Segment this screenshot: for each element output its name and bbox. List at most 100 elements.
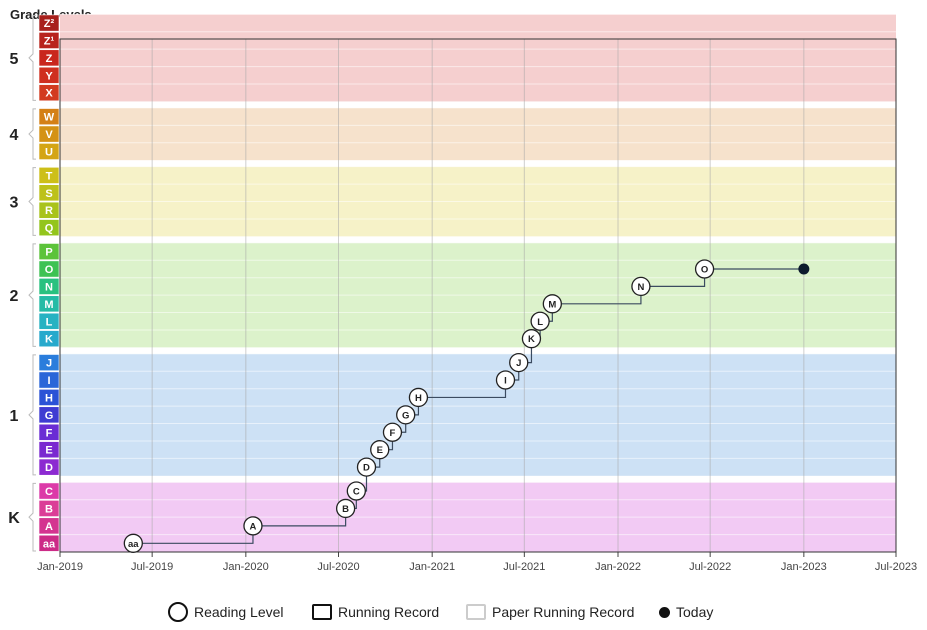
level-box [38,219,60,237]
level-label: F [46,427,53,439]
x-tick-label: Jul-2022 [689,561,731,573]
grade-bracket [28,482,36,552]
level-box [38,14,60,32]
level-label: L [46,316,53,328]
level-box [38,441,60,459]
level-box [38,517,60,535]
level-label: P [45,247,52,259]
grade-bracket [28,354,36,476]
level-box [38,277,60,295]
level-box [38,84,60,102]
level-label: N [45,281,53,293]
reading-level-marker [356,457,377,477]
reading-level-marker [408,387,429,408]
x-tick-label: Jan-2022 [595,561,641,573]
level-box [38,166,60,184]
x-tick-label: Jul-2023 [875,561,917,573]
reading-level-point-label: B [342,504,349,515]
level-box [38,312,60,330]
level-label: U [45,146,53,158]
reading-level-point: M [542,294,562,314]
level-label: X [45,88,53,100]
legend-label-today: Today [676,604,714,620]
level-box [38,66,60,84]
reading-level-point-label: J [516,358,521,369]
reading-level-marker [521,329,542,349]
grade-label: 1 [10,408,19,425]
level-box [38,534,60,552]
today-marker [798,263,810,275]
reading-level-marker [694,259,715,279]
level-box [38,125,60,143]
grade-label: 3 [10,195,19,212]
reading-level-point-label: L [537,317,543,328]
reading-level-point-label: H [415,393,422,404]
legend-today[interactable]: Today [659,600,713,624]
reading-level-marker [346,481,366,501]
legend-label-paper-running-record: Paper Running Record [492,604,635,620]
level-box [38,389,60,406]
level-box [38,184,60,202]
reading-level-point: J [509,352,529,373]
level-label: H [45,392,53,404]
legend-paper-running-record[interactable]: Paper Running Record [466,600,634,624]
legend-label-running-record: Running Record [338,604,440,620]
today-legend-icon [659,606,670,618]
level-label: G [45,410,54,422]
level-label: aa [43,538,56,550]
reading-level-marker [631,276,651,297]
level-label: W [44,112,55,124]
level-label: B [45,503,53,515]
level-label: E [45,445,52,457]
paper-running-record-legend-icon [466,604,486,620]
reading-level-point-label: A [250,521,257,532]
legend-reading-level[interactable]: Reading Level [168,600,284,624]
level-label: A [45,521,53,533]
reading-level-point: H [408,387,429,408]
reading-level-point-label: aa [128,539,139,550]
level-label: D [45,462,53,474]
reading-level-marker [542,294,562,314]
level-box [38,201,60,219]
reading-level-marker [243,516,263,536]
x-tick-label: Jan-2021 [409,561,455,573]
level-box [38,423,60,441]
level-box [38,458,60,476]
reading-level-marker [509,352,529,373]
level-label: Y [45,70,53,82]
legend-running-record[interactable]: Running Record [312,600,439,624]
reading-level-marker [370,440,390,460]
grade-bracket [28,167,36,236]
level-box [38,143,60,160]
x-tick-label: Jan-2023 [781,561,827,573]
reading-level-point-label: N [637,282,644,293]
reading-level-marker [495,370,516,390]
level-label: Z [46,53,53,65]
reading-level-point: E [370,440,390,460]
reading-level-point: D [356,457,377,477]
reading-level-point-label: K [528,334,535,345]
level-label: M [44,299,53,311]
level-box [38,482,60,500]
grade-label: K [8,510,20,527]
reading-level-marker [396,405,416,425]
grade-band-1 [60,353,896,476]
level-box [38,371,60,389]
grade-label: 2 [10,288,19,305]
level-label: C [45,486,53,498]
reading-level-point: L [530,311,550,331]
reading-level-point: N [631,276,651,297]
x-tick-label: Jul-2021 [503,561,545,573]
reading-level-marker [123,533,143,553]
reading-level-marker [530,311,550,331]
reading-level-point: aa [123,533,143,553]
grade-band-4 [60,107,896,161]
reading-level-point-label: F [390,428,396,439]
grade-level-chart: Jan-2019 Jul-2019 Jan-2020 Jul-2020 Jan-2021… [8,13,917,573]
reading-level-legend-icon [168,602,188,622]
level-box [38,32,60,49]
level-box [38,243,60,260]
grade-bracket [28,14,36,101]
reading-level-point: C [346,481,366,501]
reading-level-marker [382,422,403,442]
